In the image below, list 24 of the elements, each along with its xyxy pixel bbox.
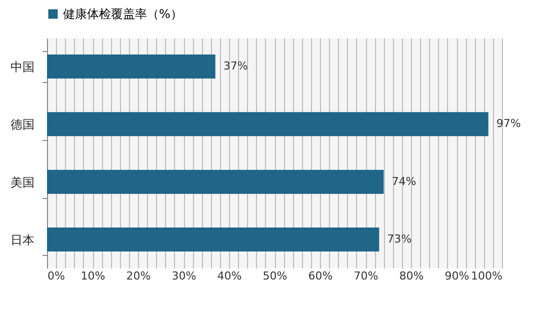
x-tick-label: 70% [354,270,378,282]
data-label: 97% [496,117,521,130]
data-label: 74% [392,174,416,188]
y-tick-label: 日本 [10,232,34,247]
x-tick-label: 80% [399,270,424,282]
x-tick-label: 60% [308,270,333,282]
bar [47,54,216,79]
y-tick-label: 中国 [10,60,34,74]
data-label: 37% [223,60,248,73]
x-tick-label: 90% [444,270,470,282]
legend-label: 健康体检覆盖率（%） [63,7,182,21]
x-tick-label: 0% [48,270,65,282]
bar [47,227,380,252]
y-tick-label: 美国 [10,175,34,190]
x-tick-label: 20% [126,270,151,282]
x-tick-label: 100% [471,270,502,282]
data-label: 73% [387,232,412,246]
x-tick-label: 50% [262,270,288,282]
x-tick-label: 40% [217,270,242,282]
bar [47,112,488,136]
y-tick-label: 德国 [10,118,34,132]
x-tick-label: 10% [80,270,106,282]
bar [47,170,384,194]
x-tick-label: 30% [172,270,196,282]
